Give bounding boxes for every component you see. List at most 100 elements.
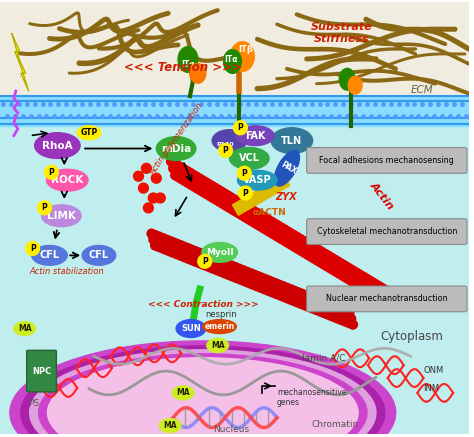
- Circle shape: [279, 282, 288, 291]
- Circle shape: [191, 257, 200, 266]
- Circle shape: [195, 259, 203, 267]
- Text: ZYX: ZYX: [275, 192, 297, 202]
- Circle shape: [344, 275, 353, 284]
- Circle shape: [224, 203, 233, 212]
- Text: VASP: VASP: [243, 175, 272, 185]
- Circle shape: [315, 246, 324, 255]
- Circle shape: [316, 297, 325, 305]
- Circle shape: [233, 197, 242, 205]
- Circle shape: [238, 205, 247, 215]
- Circle shape: [339, 311, 348, 320]
- Circle shape: [174, 245, 183, 254]
- Circle shape: [194, 179, 203, 188]
- Circle shape: [228, 272, 237, 281]
- Circle shape: [353, 269, 362, 277]
- Circle shape: [224, 271, 233, 279]
- Circle shape: [283, 283, 292, 292]
- Circle shape: [26, 242, 39, 255]
- Circle shape: [176, 251, 185, 260]
- Circle shape: [171, 171, 180, 180]
- Circle shape: [384, 288, 393, 296]
- Circle shape: [226, 198, 234, 207]
- Circle shape: [383, 292, 392, 302]
- Circle shape: [184, 244, 192, 253]
- Circle shape: [179, 164, 188, 173]
- Circle shape: [276, 228, 285, 237]
- Circle shape: [195, 248, 204, 257]
- Circle shape: [172, 166, 181, 175]
- Text: Nuclear mechanotransduction: Nuclear mechanotransduction: [326, 295, 447, 303]
- Circle shape: [261, 274, 270, 284]
- Bar: [0, 2, 469, 106]
- Circle shape: [314, 301, 323, 310]
- Ellipse shape: [212, 130, 247, 152]
- Ellipse shape: [339, 69, 355, 90]
- Circle shape: [37, 201, 52, 215]
- Circle shape: [242, 277, 251, 287]
- Circle shape: [310, 300, 319, 309]
- Circle shape: [235, 204, 244, 212]
- Bar: [0, 96, 469, 126]
- Circle shape: [228, 200, 237, 209]
- Circle shape: [158, 233, 167, 243]
- Text: αACTN: αACTN: [252, 208, 286, 217]
- Circle shape: [328, 253, 337, 262]
- Ellipse shape: [271, 128, 313, 153]
- Circle shape: [246, 279, 255, 288]
- Circle shape: [369, 290, 378, 299]
- Circle shape: [267, 218, 276, 226]
- Circle shape: [341, 273, 350, 282]
- Circle shape: [289, 236, 297, 245]
- Text: Cytoskeletal mechanotransduction: Cytoskeletal mechanotransduction: [317, 227, 457, 236]
- Circle shape: [187, 245, 196, 254]
- Circle shape: [211, 260, 220, 269]
- Circle shape: [243, 214, 252, 223]
- Circle shape: [208, 259, 217, 267]
- Circle shape: [283, 227, 292, 236]
- Circle shape: [336, 310, 345, 319]
- Circle shape: [286, 295, 295, 304]
- Ellipse shape: [230, 42, 254, 71]
- Circle shape: [171, 244, 180, 253]
- Circle shape: [213, 266, 222, 275]
- Circle shape: [212, 195, 221, 204]
- Circle shape: [215, 261, 224, 271]
- Circle shape: [374, 287, 383, 296]
- Text: CFL: CFL: [39, 250, 60, 260]
- Text: P: P: [48, 168, 55, 177]
- Circle shape: [206, 263, 215, 272]
- Circle shape: [250, 218, 258, 227]
- Circle shape: [178, 247, 187, 256]
- Circle shape: [232, 202, 241, 211]
- Circle shape: [173, 239, 182, 248]
- Circle shape: [202, 190, 211, 198]
- Circle shape: [317, 253, 326, 262]
- Circle shape: [182, 166, 191, 175]
- Circle shape: [269, 229, 277, 238]
- Circle shape: [291, 243, 300, 252]
- Circle shape: [290, 286, 299, 295]
- Circle shape: [208, 181, 217, 191]
- Circle shape: [330, 255, 339, 264]
- Text: Focal adhesions mechanosensing: Focal adhesions mechanosensing: [319, 156, 454, 165]
- Circle shape: [348, 320, 357, 329]
- Circle shape: [319, 298, 328, 307]
- Circle shape: [204, 257, 213, 266]
- Circle shape: [221, 201, 230, 210]
- Circle shape: [280, 225, 289, 234]
- Circle shape: [306, 252, 315, 261]
- Circle shape: [257, 284, 266, 292]
- Circle shape: [323, 310, 332, 319]
- Circle shape: [266, 222, 275, 232]
- Circle shape: [187, 256, 196, 264]
- Circle shape: [202, 251, 211, 260]
- Ellipse shape: [35, 133, 80, 159]
- Circle shape: [217, 187, 226, 196]
- Circle shape: [176, 241, 185, 250]
- Circle shape: [338, 271, 347, 280]
- Circle shape: [286, 285, 295, 294]
- Circle shape: [292, 238, 301, 246]
- Circle shape: [223, 191, 232, 200]
- Text: Actin: Actin: [368, 180, 396, 212]
- Circle shape: [253, 282, 262, 291]
